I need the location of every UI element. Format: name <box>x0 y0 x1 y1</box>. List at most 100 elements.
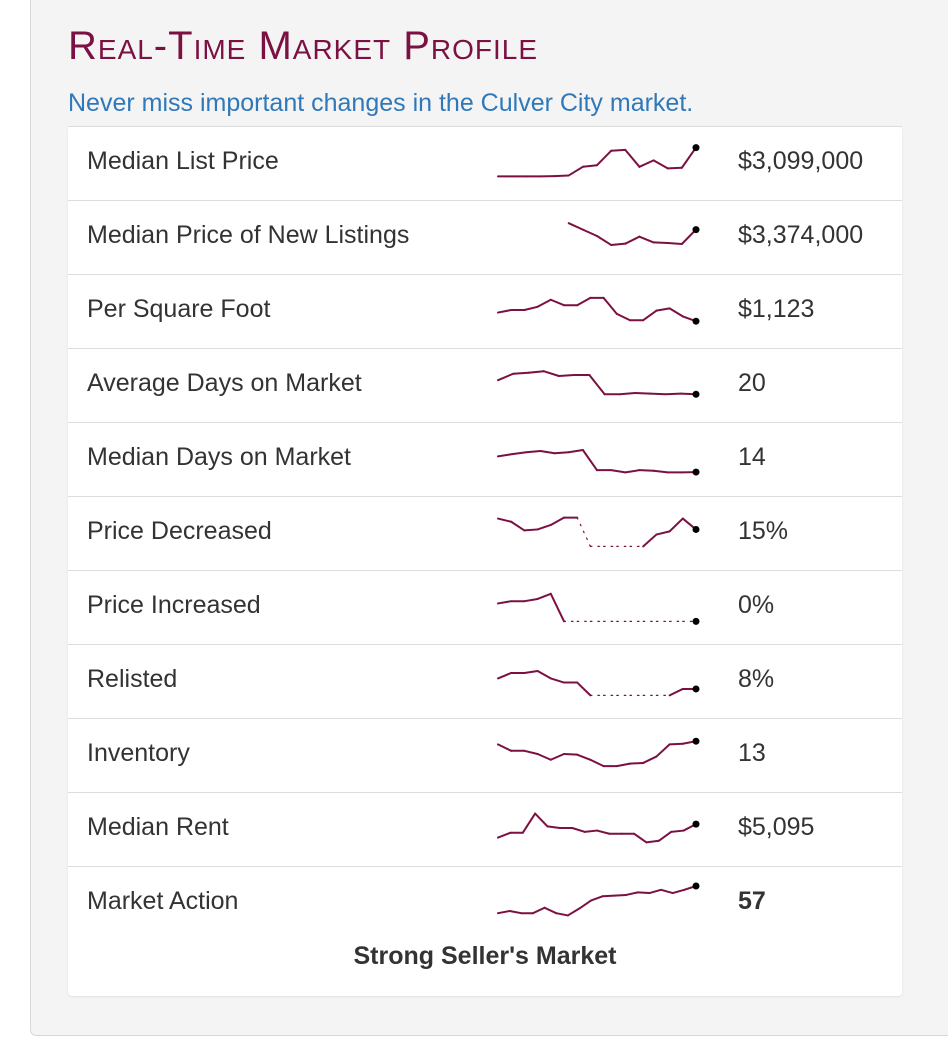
sparkline-segment <box>497 909 511 915</box>
sparkline-segment <box>534 812 549 828</box>
sparkline-segment <box>576 516 592 548</box>
sparkline-market-action <box>497 882 700 917</box>
sparkline-price-decreased <box>497 516 700 548</box>
sparkline-segment <box>497 671 513 680</box>
sparkline-segment <box>668 687 684 697</box>
sparkline-segment <box>596 829 611 835</box>
sparkline-segment <box>652 159 669 170</box>
sparkline-segment <box>624 235 641 245</box>
sparkline-end-dot <box>692 882 700 890</box>
sparkline-segment <box>536 523 552 531</box>
market-profile-table: Strong Seller's Market Median List Price… <box>68 126 902 996</box>
sparkline-segment <box>671 888 686 895</box>
sparkline-segment <box>581 164 598 168</box>
metric-value: 14 <box>738 443 766 471</box>
metric-value: 8% <box>738 665 775 693</box>
sparkline-segment <box>523 670 539 674</box>
sparkline-segment <box>660 888 674 895</box>
sparkline-segment <box>521 812 537 834</box>
sparkline-segment <box>527 370 545 374</box>
metric-row-median-list-price: Median List Price $3,099,000 <box>68 126 902 199</box>
sparkline-segment <box>523 597 539 603</box>
sparkline-segment <box>576 296 592 307</box>
metric-label: Market Action <box>87 887 239 915</box>
sparkline-segment <box>555 912 569 917</box>
sparkline-segment <box>588 374 606 396</box>
sparkline-segment <box>531 906 546 915</box>
sparkline-segment <box>497 600 513 605</box>
sparkline-segment <box>549 298 565 307</box>
sparkline-end-dot <box>692 317 700 325</box>
metric-label: Median List Price <box>87 147 279 175</box>
metric-label: Price Increased <box>87 591 261 619</box>
metric-row-median-rent: Median Rent $5,095 <box>68 792 902 865</box>
page-title: Real-Time Market Profile <box>68 24 539 68</box>
sparkline-end-dot <box>692 737 700 745</box>
sparkline-median-price-of-new-listings <box>567 222 700 246</box>
metric-row-price-increased: Price Increased 0% <box>68 570 902 643</box>
sparkline-segment <box>610 148 627 152</box>
sparkline-segment <box>563 753 579 756</box>
sparkline-segment <box>615 312 631 322</box>
metric-value: $1,123 <box>738 295 815 323</box>
sparkline-segment <box>613 893 628 897</box>
metric-label: Inventory <box>87 739 190 767</box>
sparkline-segment <box>649 392 667 396</box>
sparkline-segment <box>666 242 683 245</box>
sparkline-segment <box>497 309 513 314</box>
metric-value: 15% <box>738 517 789 545</box>
sparkline-segment <box>652 241 669 245</box>
metric-label: Per Square Foot <box>87 295 271 323</box>
sparkline-segment <box>601 894 616 898</box>
sparkline-segment <box>576 753 592 761</box>
sparkline-segment <box>581 228 598 237</box>
metric-row-median-price-of-new-listings: Median Price of New Listings $3,374,000 <box>68 200 902 273</box>
sparkline-segment <box>664 392 682 396</box>
metric-row-average-days-on-market: Average Days on Market 20 <box>68 348 902 421</box>
sparkline-segment <box>523 749 539 755</box>
metric-row-relisted: Relisted 8% <box>68 644 902 717</box>
sparkline-segment <box>543 906 558 915</box>
sparkline-segment <box>668 307 684 318</box>
sparkline-segment <box>610 242 627 246</box>
sparkline-segment <box>655 743 671 758</box>
sparkline-segment <box>642 533 658 548</box>
sparkline-segment <box>634 391 652 395</box>
sparkline-median-days-on-market <box>497 449 700 476</box>
sparkline-segment <box>557 374 576 377</box>
sparkline-segment <box>657 830 673 842</box>
sparkline-segment <box>624 469 641 474</box>
sparkline-average-days-on-market <box>497 370 700 398</box>
sparkline-segment <box>589 758 605 768</box>
sparkline-segment <box>542 370 560 377</box>
sparkline-segment <box>610 469 627 474</box>
sparkline-segment <box>655 530 671 536</box>
sparkline-segment <box>652 469 669 474</box>
sparkline-segment <box>512 371 530 375</box>
sparkline-segment <box>510 520 526 532</box>
sparkline-segment <box>567 222 584 231</box>
sparkline-segment <box>511 451 528 456</box>
sparkline-segment <box>523 305 539 311</box>
sparkline-segment <box>625 891 639 896</box>
metric-label: Average Days on Market <box>87 369 362 397</box>
sparkline-segment <box>539 449 556 455</box>
sparkline-end-dot <box>692 820 700 828</box>
sparkline-segment <box>536 670 552 680</box>
sparkline-segment <box>629 761 645 765</box>
sparkline-segment <box>497 517 513 523</box>
metric-value: 0% <box>738 591 775 619</box>
sparkline-segment <box>525 449 542 454</box>
sparkline-median-list-price <box>497 144 700 178</box>
sparkline-relisted <box>497 670 700 697</box>
sparkline-segment <box>549 592 565 623</box>
sparkline-end-dot <box>692 390 700 398</box>
market-verdict: Strong Seller's Market <box>353 942 617 970</box>
sparkline-segment <box>618 391 637 396</box>
page-subtitle: Never miss important changes in the Culv… <box>68 89 694 117</box>
metric-label: Price Decreased <box>87 517 272 545</box>
metric-value: $5,095 <box>738 813 815 841</box>
sparkline-end-dot <box>692 468 700 476</box>
sparkline-segment <box>638 469 655 472</box>
sparkline-segment <box>645 839 660 844</box>
